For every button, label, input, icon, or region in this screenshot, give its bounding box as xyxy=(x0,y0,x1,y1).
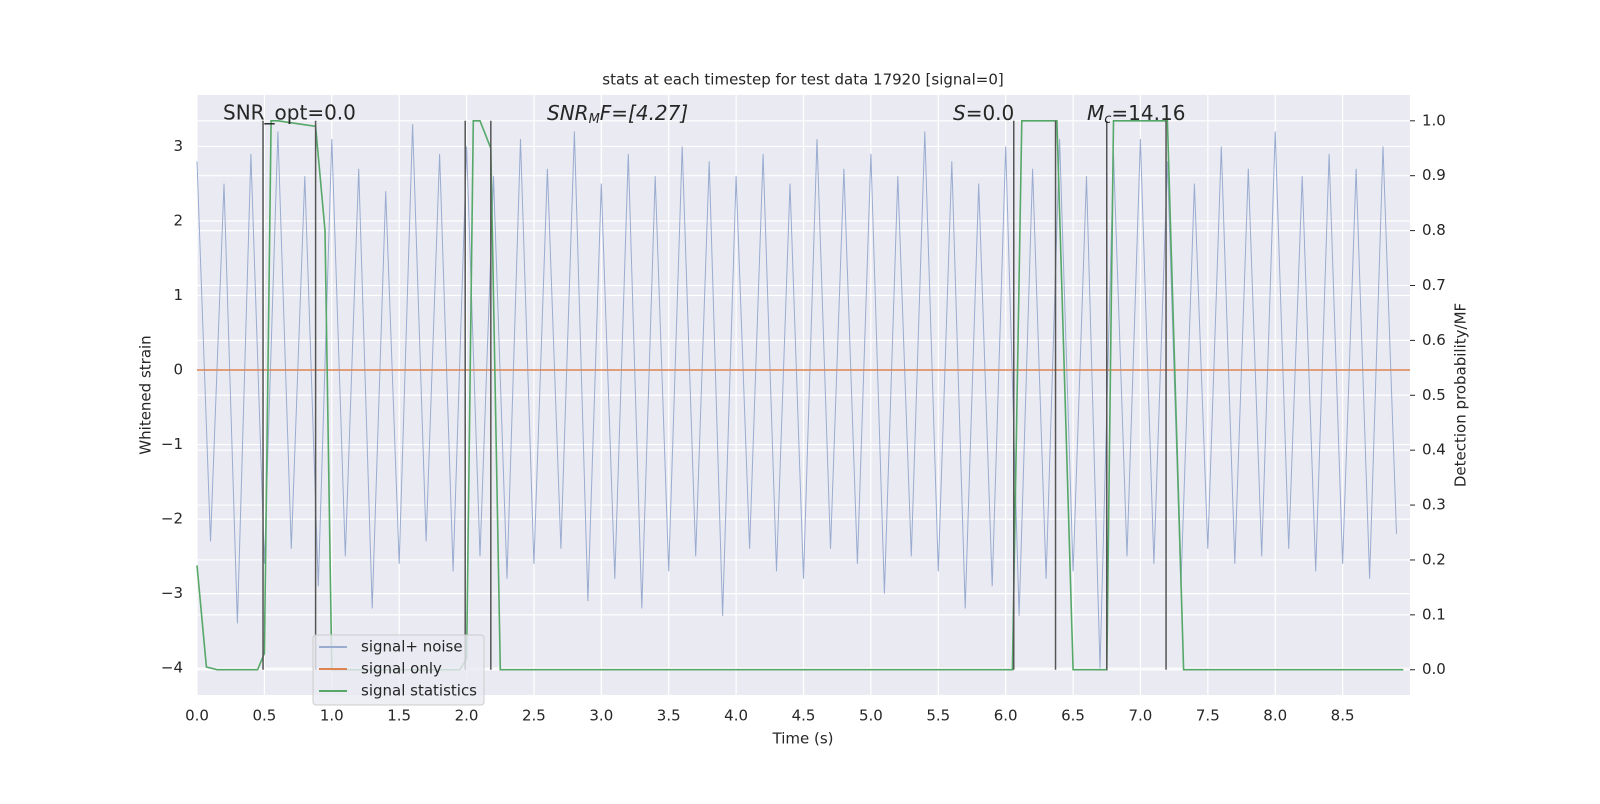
x-tick-label: 5.0 xyxy=(859,707,883,725)
y-tick-label: −4 xyxy=(161,659,183,677)
y-tick-label: −2 xyxy=(161,510,183,528)
y-tick-label: 2 xyxy=(173,211,183,229)
y2-tick-label: 0.6 xyxy=(1422,331,1446,349)
x-tick-label: 3.5 xyxy=(657,707,681,725)
x-tick-label: 4.0 xyxy=(724,707,748,725)
annotation: Mc=14.16 xyxy=(1087,101,1185,127)
x-tick-label: 1.0 xyxy=(320,707,344,725)
y-tick-label: −3 xyxy=(161,584,183,602)
y2-tick-label: 0.2 xyxy=(1422,550,1446,568)
annotation-part: =14.16 xyxy=(1111,101,1185,125)
x-tick-label: 2.0 xyxy=(455,707,479,725)
y-axis-label: Whitened strain xyxy=(137,335,155,454)
y-tick-label: −1 xyxy=(161,435,183,453)
series-line xyxy=(196,124,1397,669)
series-line xyxy=(196,120,1404,671)
annotation-part: M xyxy=(589,112,600,127)
y2-tick-label: 0.1 xyxy=(1422,605,1446,623)
legend-box xyxy=(312,634,485,706)
y-tick-label: 1 xyxy=(173,286,183,304)
y2-tick-label: 1.0 xyxy=(1422,111,1446,129)
x-tick-label: 3.0 xyxy=(589,707,613,725)
annotation-part: M xyxy=(1087,101,1104,125)
y2-tick-label: 0.7 xyxy=(1422,276,1446,294)
y2-axis-label: Detection probability/MF xyxy=(1452,303,1470,487)
annotation-part: F=[4.27] xyxy=(600,101,688,125)
annotation-part: S xyxy=(953,101,966,125)
x-tick-label: 2.5 xyxy=(522,707,546,725)
legend-label: signal only xyxy=(361,660,442,678)
x-tick-label: 5.5 xyxy=(926,707,950,725)
y2-tick-label: 0.8 xyxy=(1422,221,1446,239)
annotation-part: c xyxy=(1104,112,1111,127)
x-tick-label: 4.5 xyxy=(792,707,816,725)
x-tick-label: 0.0 xyxy=(185,707,209,725)
x-tick-label: 6.5 xyxy=(1061,707,1085,725)
x-tick-label: 8.0 xyxy=(1263,707,1287,725)
y-tick-label: 0 xyxy=(173,361,183,379)
x-tick-label: 0.5 xyxy=(252,707,276,725)
y2-tick-label: 0.3 xyxy=(1422,496,1446,514)
annotation-part: SNR xyxy=(547,101,589,125)
y-tick-label: 3 xyxy=(173,137,183,155)
chart-title: stats at each timestep for test data 179… xyxy=(602,71,1003,89)
y2-tick-label: 0.5 xyxy=(1422,386,1446,404)
annotation: SNRMF=[4.27] xyxy=(547,101,688,127)
annotation: SNR_opt=0.0 xyxy=(223,101,356,125)
x-tick-label: 6.0 xyxy=(994,707,1018,725)
annotation-part: =0.0 xyxy=(966,101,1015,125)
x-tick-label: 8.5 xyxy=(1331,707,1355,725)
legend-label: signal statistics xyxy=(361,682,477,700)
y2-tick-label: 0.4 xyxy=(1422,441,1446,459)
x-tick-label: 7.0 xyxy=(1129,707,1153,725)
y2-tick-label: 0.0 xyxy=(1422,660,1446,678)
legend-label: signal+ noise xyxy=(361,638,463,656)
x-axis-label: Time (s) xyxy=(772,730,834,748)
x-tick-label: 7.5 xyxy=(1196,707,1220,725)
y2-tick-label: 0.9 xyxy=(1422,166,1446,184)
x-tick-label: 1.5 xyxy=(387,707,411,725)
annotation: S=0.0 xyxy=(953,101,1014,125)
